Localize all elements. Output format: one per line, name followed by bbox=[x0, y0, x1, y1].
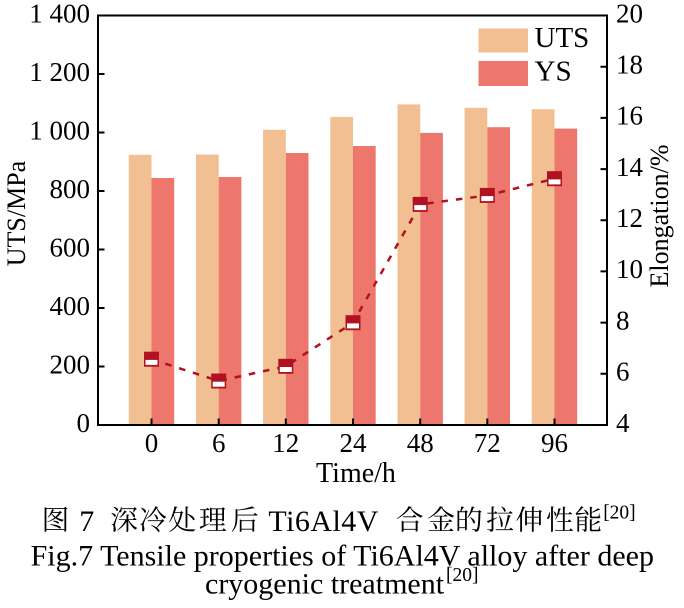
svg-text:0: 0 bbox=[145, 428, 159, 458]
svg-text:[20]: [20] bbox=[603, 503, 636, 524]
svg-text:200: 200 bbox=[50, 349, 91, 379]
svg-text:48: 48 bbox=[407, 428, 434, 458]
svg-text:UTS: UTS bbox=[535, 22, 590, 54]
svg-text:1 200: 1 200 bbox=[29, 57, 90, 87]
svg-text:YS: YS bbox=[535, 56, 572, 88]
svg-text:Fig.7 Tensile properties of Ti: Fig.7 Tensile properties of Ti6Al4V allo… bbox=[31, 540, 654, 573]
svg-text:4: 4 bbox=[616, 408, 630, 438]
svg-text:14: 14 bbox=[616, 152, 644, 182]
svg-text:8: 8 bbox=[616, 305, 630, 335]
svg-text:16: 16 bbox=[616, 101, 643, 131]
svg-text:UTS/MPa: UTS/MPa bbox=[2, 160, 31, 266]
svg-text:1 400: 1 400 bbox=[29, 0, 90, 28]
svg-text:24: 24 bbox=[340, 428, 368, 458]
svg-text:Time/h: Time/h bbox=[316, 458, 396, 489]
svg-text:6: 6 bbox=[616, 357, 630, 387]
svg-text:12: 12 bbox=[272, 428, 299, 458]
svg-text:400: 400 bbox=[50, 291, 91, 321]
svg-text:20: 20 bbox=[616, 0, 643, 28]
svg-text:96: 96 bbox=[541, 428, 568, 458]
svg-text:[20]: [20] bbox=[446, 565, 479, 586]
svg-text:18: 18 bbox=[616, 50, 643, 80]
svg-text:800: 800 bbox=[50, 174, 91, 204]
svg-text:10: 10 bbox=[616, 254, 643, 284]
svg-text:0: 0 bbox=[77, 408, 91, 438]
svg-text:7: 7 bbox=[79, 505, 94, 538]
svg-text:1 000: 1 000 bbox=[29, 115, 90, 145]
svg-text:72: 72 bbox=[474, 428, 501, 458]
svg-text:cryogenic treatment: cryogenic treatment bbox=[205, 568, 445, 601]
svg-text:6: 6 bbox=[212, 428, 226, 458]
svg-text:Elongation/%: Elongation/% bbox=[645, 145, 674, 288]
svg-text:600: 600 bbox=[50, 232, 91, 262]
svg-text:12: 12 bbox=[616, 203, 643, 233]
svg-text:Ti6Al4V: Ti6Al4V bbox=[268, 505, 378, 538]
